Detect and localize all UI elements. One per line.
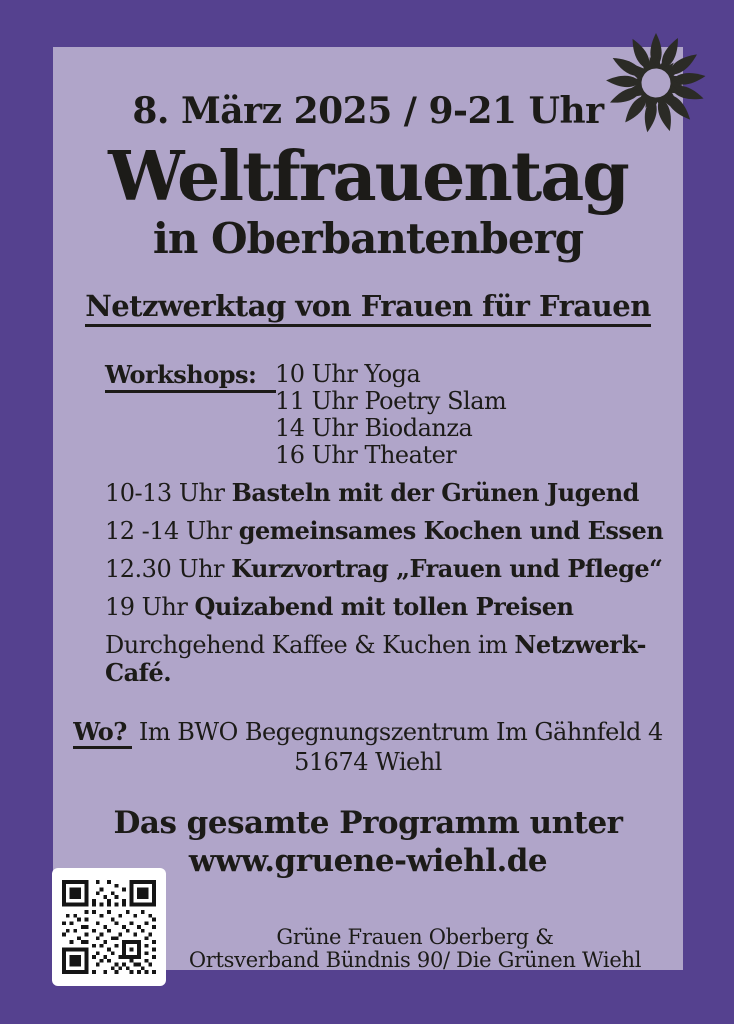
workshop-item: 14 Uhr Biodanza [275, 414, 473, 442]
schedule-section: 10-13 Uhr Basteln mit der Grünen Jugend … [53, 479, 683, 687]
location-label: Wo? [73, 717, 132, 749]
workshops-label-column: Workshops: [105, 360, 277, 393]
schedule-item: 19 Uhr Quizabend mit tollen Preisen [105, 592, 683, 622]
schedule-activity: Netzwerk-Café. [105, 630, 647, 687]
event-date-time: 8. März 2025 / 9-21 Uhr [132, 90, 604, 132]
organizer-line1: Grüne Frauen Oberberg & [276, 925, 554, 949]
schedule-item: 10-13 Uhr Basteln mit der Grünen Jugend [105, 478, 683, 508]
organizer-line2: Ortsverband Bündnis 90/ Die Grünen Wiehl [188, 948, 642, 972]
qr-code-icon [62, 880, 156, 974]
schedule-item: Durchgehend Kaffee & Kuchen im Netzwerk-… [105, 631, 683, 687]
program-url: www.gruene-wiehl.de [188, 843, 548, 879]
schedule-activity: Quizabend mit tollen Preisen [194, 592, 574, 621]
workshop-item: 16 Uhr Theater [275, 441, 457, 469]
schedule-item: 12.30 Uhr Kurzvortrag „Frauen und Pflege… [105, 554, 683, 584]
schedule-time: 19 Uhr [105, 593, 195, 621]
location-city: 51674 Wiehl [294, 748, 442, 776]
schedule-time: 12 -14 Uhr [105, 517, 239, 545]
organizer-section: Grüne Frauen Oberberg & Ortsverband Bünd… [147, 926, 683, 972]
qr-code [52, 868, 166, 986]
event-tagline: Netzwerktag von Frauen für Frauen [85, 289, 651, 327]
schedule-time: 12.30 Uhr [105, 555, 232, 583]
tagline-row: Netzwerktag von Frauen für Frauen [53, 289, 683, 327]
workshop-item: 11 Uhr Poetry Slam [275, 387, 507, 415]
workshops-list: 10 Uhr Yoga 11 Uhr Poetry Slam 14 Uhr Bi… [275, 361, 683, 469]
schedule-activity: gemeinsames Kochen und Essen [238, 516, 664, 545]
poster-card: 8. März 2025 / 9-21 Uhr Weltfrauentag in… [53, 47, 683, 972]
event-title: Weltfrauentag [108, 137, 630, 217]
schedule-item: 12 -14 Uhr gemeinsames Kochen und Essen [105, 516, 683, 546]
location-address: Im BWO Begegnungszentrum Im Gähnfeld 4 [138, 718, 663, 746]
event-subtitle: in Oberbantenberg [152, 214, 584, 263]
workshops-section: Workshops: 10 Uhr Yoga 11 Uhr Poetry Sla… [53, 360, 683, 469]
workshops-label: Workshops: [105, 360, 277, 393]
schedule-activity: Kurzvortrag „Frauen und Pflege“ [231, 554, 663, 583]
location-line: Wo? Im BWO Begegnungszentrum Im Gähnfeld… [53, 717, 683, 749]
location-section: Wo? Im BWO Begegnungszentrum Im Gähnfeld… [53, 717, 683, 777]
schedule-time: 10-13 Uhr [105, 479, 232, 507]
sunflower-icon [605, 33, 707, 134]
schedule-activity: Basteln mit der Grünen Jugend [231, 478, 640, 507]
schedule-time: Durchgehend Kaffee & Kuchen im [105, 631, 515, 659]
program-text: Das gesamte Programm unter [113, 805, 623, 841]
program-section: Das gesamte Programm unter www.gruene-wi… [53, 804, 683, 880]
workshop-item: 10 Uhr Yoga [275, 360, 421, 388]
